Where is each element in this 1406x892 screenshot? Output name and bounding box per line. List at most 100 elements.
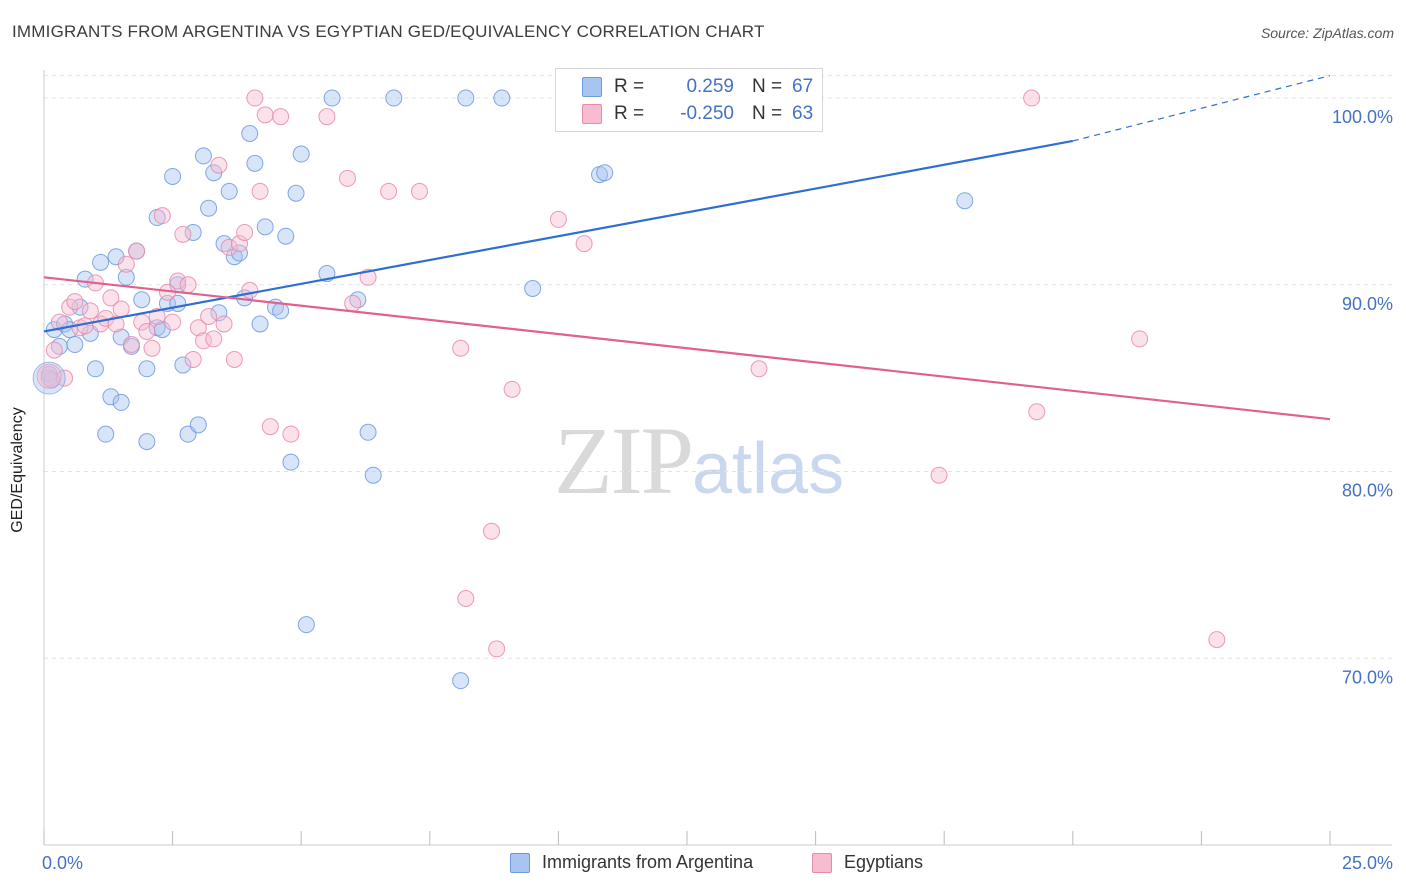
chart-title: IMMIGRANTS FROM ARGENTINA VS EGYPTIAN GE… — [12, 22, 765, 41]
point-egyptians — [122, 336, 140, 354]
point-egyptians — [575, 235, 593, 253]
trend-lines — [43, 75, 1331, 421]
point-egyptians — [148, 308, 166, 326]
point-egyptians — [205, 330, 223, 348]
legend-label-egyptians: Egyptians — [844, 852, 924, 872]
point-egyptians — [153, 207, 171, 225]
watermark: ZIPatlas — [554, 405, 844, 516]
legend-r-label: R = — [614, 103, 645, 124]
point-argentina — [292, 145, 310, 163]
point-egyptians — [225, 350, 243, 368]
point-egyptians — [50, 313, 68, 331]
point-argentina — [364, 466, 382, 484]
trend-line-egyptians — [43, 276, 1331, 421]
point-argentina — [524, 279, 542, 297]
point-egyptians — [1028, 403, 1046, 421]
point-egyptians — [215, 315, 233, 333]
point-egyptians — [549, 210, 567, 228]
point-egyptians — [220, 238, 238, 256]
point-egyptians — [380, 182, 398, 200]
point-egyptians — [1208, 631, 1226, 649]
legend-n-value: 63 — [792, 103, 814, 124]
legend-row-egyptians: R = -0.250 N = 63 — [556, 100, 813, 128]
legend-row-argentina: R = 0.259 N = 67 — [556, 73, 813, 101]
tick-labels: 70.0% 80.0% 90.0% 100.0% 0.0% 25.0% — [42, 107, 1393, 873]
point-argentina — [246, 154, 264, 172]
legend-swatch-egyptians — [582, 104, 602, 124]
point-egyptians — [256, 106, 274, 124]
watermark-zip: ZIP — [554, 407, 694, 514]
y-tick-label: 80.0% — [1342, 481, 1393, 501]
point-argentina — [66, 336, 84, 354]
point-egyptians — [930, 466, 948, 484]
point-egyptians — [194, 332, 212, 350]
point-egyptians — [112, 300, 130, 318]
point-argentina — [138, 433, 156, 451]
point-argentina — [596, 164, 614, 182]
grid-lines — [44, 75, 1392, 659]
point-egyptians — [230, 235, 248, 253]
point-argentina — [174, 356, 192, 374]
point-egyptians — [246, 89, 264, 107]
point-egyptians — [174, 225, 192, 243]
legend-r-value: 0.259 — [686, 76, 734, 97]
point-argentina — [112, 393, 130, 411]
point-egyptians — [272, 108, 290, 126]
point-egyptians — [189, 319, 207, 337]
legend-item-egyptians: Egyptians — [812, 852, 923, 873]
point-egyptians — [338, 169, 356, 187]
point-argentina — [241, 124, 259, 142]
point-egyptians — [488, 640, 506, 658]
y-tick-label: 100.0% — [1332, 107, 1393, 127]
point-argentina — [277, 227, 295, 245]
point-argentina — [287, 184, 305, 202]
point-egyptians — [143, 339, 161, 357]
point-egyptians — [117, 255, 135, 273]
point-argentina — [184, 223, 202, 241]
point-argentina — [230, 244, 248, 262]
legend-item-argentina: Immigrants from Argentina — [510, 852, 753, 873]
point-egyptians — [483, 522, 501, 540]
point-egyptians — [169, 272, 187, 290]
point-egyptians — [411, 182, 429, 200]
point-argentina — [102, 388, 120, 406]
point-argentina — [138, 360, 156, 378]
point-egyptians — [1023, 89, 1041, 107]
x-tick-label-min: 0.0% — [42, 853, 83, 873]
legend-r-value: -0.250 — [680, 103, 734, 124]
axes — [43, 70, 1392, 846]
point-egyptians — [81, 302, 99, 320]
point-egyptians — [1131, 330, 1149, 348]
trend-line-argentina — [43, 139, 1074, 333]
point-egyptians — [261, 418, 279, 436]
correlation-legend: R = 0.259 N = 67 R = -0.250 N = 63 — [555, 68, 823, 132]
point-argentina — [272, 302, 290, 320]
point-argentina — [210, 304, 228, 322]
point-egyptians — [503, 380, 521, 398]
legend-r-label: R = — [614, 76, 645, 97]
point-argentina — [359, 423, 377, 441]
point-egyptians — [210, 156, 228, 174]
legend-label-argentina: Immigrants from Argentina — [542, 852, 754, 872]
trend-line-argentina-extension — [1072, 75, 1331, 142]
legend-swatch-argentina — [510, 852, 530, 873]
point-egyptians — [750, 360, 768, 378]
point-egyptians — [241, 281, 259, 299]
point-cluster-egyptians — [36, 363, 62, 389]
point-egyptians — [282, 425, 300, 443]
point-argentina — [256, 218, 274, 236]
point-argentina — [457, 89, 475, 107]
point-cluster-argentina — [32, 361, 66, 395]
point-argentina — [97, 425, 115, 443]
point-argentina — [92, 253, 110, 271]
watermark-atlas: atlas — [692, 429, 845, 509]
point-egyptians — [138, 322, 156, 340]
series-legend: Immigrants from Argentina Egyptians — [0, 852, 1406, 878]
point-egyptians — [128, 242, 146, 260]
point-egyptians — [66, 293, 84, 311]
y-tick-label: 70.0% — [1342, 667, 1393, 687]
point-egyptians — [179, 276, 197, 294]
legend-n-label: N = — [752, 76, 783, 97]
point-argentina — [194, 147, 212, 165]
